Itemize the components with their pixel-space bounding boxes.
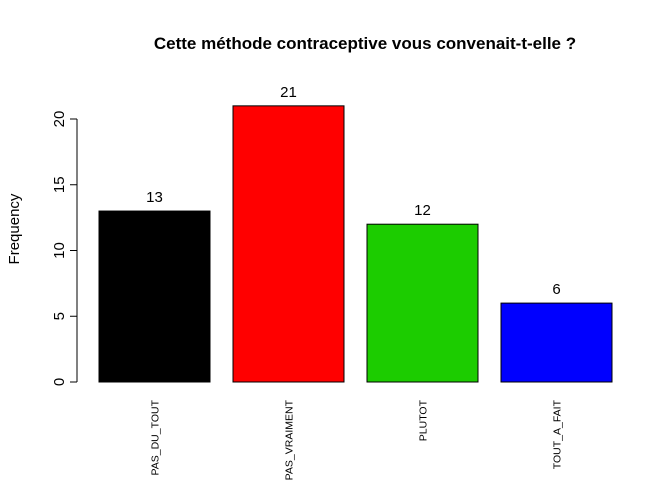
bar-value-label: 21: [280, 84, 297, 101]
bar-value-label: 6: [552, 281, 560, 298]
y-tick-label: 10: [51, 242, 68, 259]
category-label: TOUT_A_FAIT: [552, 399, 564, 469]
category-label: PLUTOT: [418, 399, 430, 441]
bar: [98, 210, 211, 383]
y-tick-label: 5: [51, 312, 68, 320]
bars: [98, 105, 613, 383]
y-tick-label: 20: [51, 111, 68, 128]
bar-value-label: 13: [146, 189, 163, 206]
value-labels: 13 21 12 6: [146, 84, 561, 298]
y-axis-label: Frequency: [6, 193, 23, 264]
bar-value-label: 12: [414, 202, 431, 219]
category-label: PAS_DU_TOUT: [150, 399, 162, 475]
category-labels: PAS_DU_TOUT PAS_VRAIMENT PLUTOT TOUT_A_FAIT: [150, 399, 564, 480]
category-label: PAS_VRAIMENT: [284, 399, 296, 480]
y-tick-label: 0: [51, 378, 68, 386]
bar: [366, 223, 479, 383]
bar: [232, 105, 345, 383]
chart-title: Cette méthode contraceptive vous convena…: [154, 34, 576, 53]
y-axis: 0 5 10 15 20: [51, 111, 78, 386]
bar: [500, 302, 613, 383]
y-tick-label: 15: [51, 176, 68, 193]
